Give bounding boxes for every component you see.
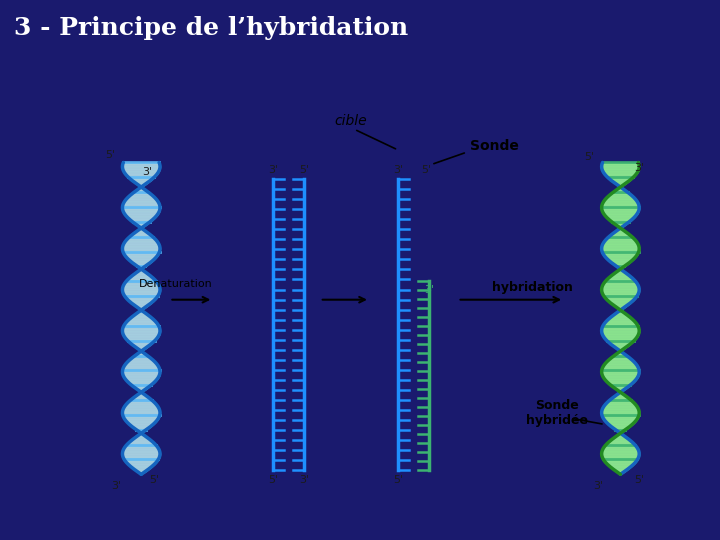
Text: hybridation: hybridation	[492, 281, 573, 294]
Text: 3': 3'	[393, 165, 403, 175]
Text: Denaturation: Denaturation	[139, 279, 212, 289]
Text: 5': 5'	[105, 150, 115, 160]
Text: 5': 5'	[149, 475, 159, 485]
Text: Sonde
hybridée: Sonde hybridée	[526, 400, 588, 428]
Text: 3': 3'	[634, 163, 644, 173]
Text: 5': 5'	[584, 152, 594, 163]
Text: 5': 5'	[393, 475, 403, 485]
Text: 5': 5'	[634, 475, 644, 485]
Text: 3 - Principe de l’hybridation: 3 - Principe de l’hybridation	[14, 16, 409, 40]
Text: 5': 5'	[268, 475, 278, 485]
Text: cible: cible	[335, 114, 367, 128]
Text: Sonde: Sonde	[470, 139, 519, 153]
Text: 3': 3'	[299, 475, 309, 485]
Text: 5': 5'	[299, 165, 309, 175]
Text: 3': 3'	[424, 286, 434, 295]
Text: 3': 3'	[593, 481, 603, 491]
Text: 3': 3'	[111, 481, 121, 491]
Text: 5': 5'	[421, 165, 431, 175]
Text: 3': 3'	[143, 167, 153, 177]
Text: 3': 3'	[268, 165, 278, 175]
